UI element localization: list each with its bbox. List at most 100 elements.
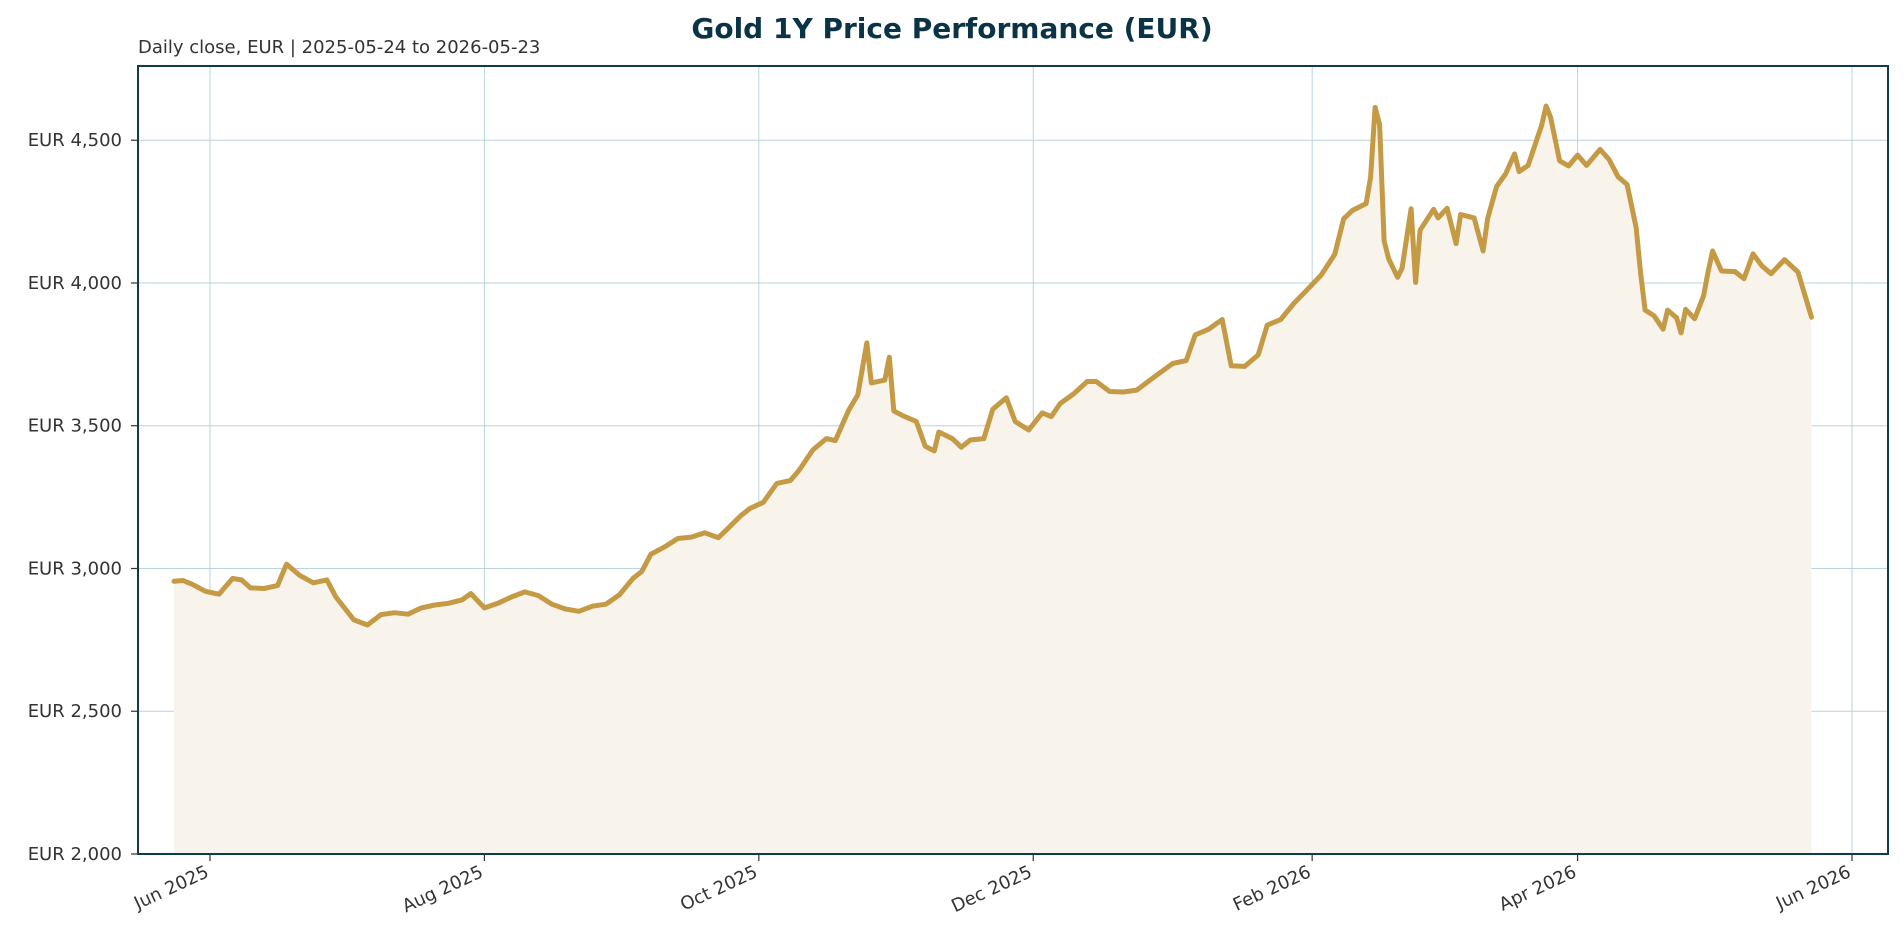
data-point [173, 580, 175, 583]
data-point [1365, 202, 1367, 205]
data-point [1185, 359, 1187, 362]
data-point [537, 594, 540, 597]
data-point [1549, 116, 1552, 119]
data-point [632, 577, 634, 580]
x-tick-label: Apr 2026 [1496, 861, 1580, 915]
data-point [591, 605, 594, 607]
data-point [1221, 318, 1223, 321]
data-point [1495, 185, 1498, 188]
data-point [1266, 324, 1268, 327]
y-tick-label: EUR 2,000 [28, 844, 122, 865]
data-point [825, 437, 828, 440]
x-tick-label: Dec 2025 [948, 861, 1035, 917]
data-point [231, 577, 234, 580]
data-point [1761, 265, 1763, 267]
data-point [182, 579, 184, 582]
data-point [888, 356, 891, 359]
data-point [191, 583, 193, 585]
chart-title: Gold 1Y Price Performance (EUR) [691, 12, 1212, 45]
y-tick-label: EUR 3,000 [28, 558, 122, 579]
x-tick-label: Jun 2026 [1772, 861, 1854, 914]
data-point [1711, 250, 1714, 252]
data-point [1455, 242, 1457, 245]
data-point [1027, 429, 1030, 431]
data-point [299, 574, 301, 577]
data-point [497, 602, 499, 605]
data-point [848, 409, 850, 411]
x-tick-label: Oct 2025 [677, 861, 761, 915]
data-point [1243, 365, 1246, 368]
data-point [434, 604, 436, 606]
data-point [1410, 208, 1412, 210]
data-point [1171, 362, 1174, 365]
data-point [1797, 271, 1799, 273]
y-tick-label: EUR 3,500 [28, 416, 122, 437]
data-point [1351, 209, 1354, 211]
data-point [1014, 420, 1016, 423]
data-point [263, 587, 265, 590]
data-point [1194, 334, 1196, 336]
data-point [618, 594, 621, 596]
plot-frame [137, 65, 1889, 855]
data-point [1720, 270, 1723, 272]
data-point [650, 553, 652, 555]
data-point [249, 587, 252, 589]
data-point [1707, 270, 1709, 273]
data-point [420, 607, 423, 609]
data-point [1527, 164, 1529, 167]
data-point [1059, 402, 1061, 405]
data-point [1617, 176, 1619, 178]
data-point [884, 379, 886, 381]
data-point [1122, 391, 1124, 393]
data-point [1320, 274, 1322, 276]
data-point [1446, 207, 1448, 209]
data-point [1482, 250, 1484, 252]
data-point [1810, 316, 1813, 319]
data-point [1041, 412, 1043, 414]
data-point [960, 446, 963, 449]
data-point [285, 563, 288, 565]
data-point [1374, 106, 1376, 109]
data-point [1401, 267, 1403, 269]
data-point [204, 590, 207, 593]
data-point [1414, 281, 1417, 284]
data-point [1207, 328, 1210, 331]
data-point [789, 479, 792, 482]
data-point [704, 532, 706, 534]
data-point [1005, 397, 1008, 399]
data-point [740, 514, 742, 517]
data-point [1635, 226, 1637, 229]
data-point [1257, 354, 1259, 356]
data-point [483, 607, 486, 609]
data-point [1396, 276, 1399, 279]
data-point [717, 536, 720, 539]
data-point [380, 613, 382, 616]
data-point [1576, 154, 1579, 156]
data-point [933, 450, 936, 452]
data-point [1644, 309, 1646, 311]
data-point [1293, 302, 1295, 304]
data-point [1653, 315, 1655, 317]
data-point [1545, 105, 1547, 107]
data-point [1734, 270, 1736, 273]
data-point [677, 537, 679, 540]
data-point [663, 546, 666, 548]
data-point [641, 570, 643, 573]
data-point [1072, 393, 1075, 395]
data-point [1585, 164, 1588, 167]
data-point [1432, 208, 1435, 211]
data-point [992, 408, 994, 411]
x-tick-label: Feb 2026 [1230, 861, 1314, 915]
data-point [1486, 217, 1489, 220]
data-point [1135, 389, 1138, 391]
data-point [969, 439, 972, 441]
data-point [578, 610, 580, 613]
data-point [1770, 273, 1772, 275]
data-point [924, 445, 927, 448]
data-point [866, 342, 868, 344]
data-point [870, 382, 873, 384]
data-point [1342, 217, 1345, 220]
data-point [407, 613, 409, 615]
data-point [335, 596, 337, 598]
data-point [1378, 123, 1381, 126]
